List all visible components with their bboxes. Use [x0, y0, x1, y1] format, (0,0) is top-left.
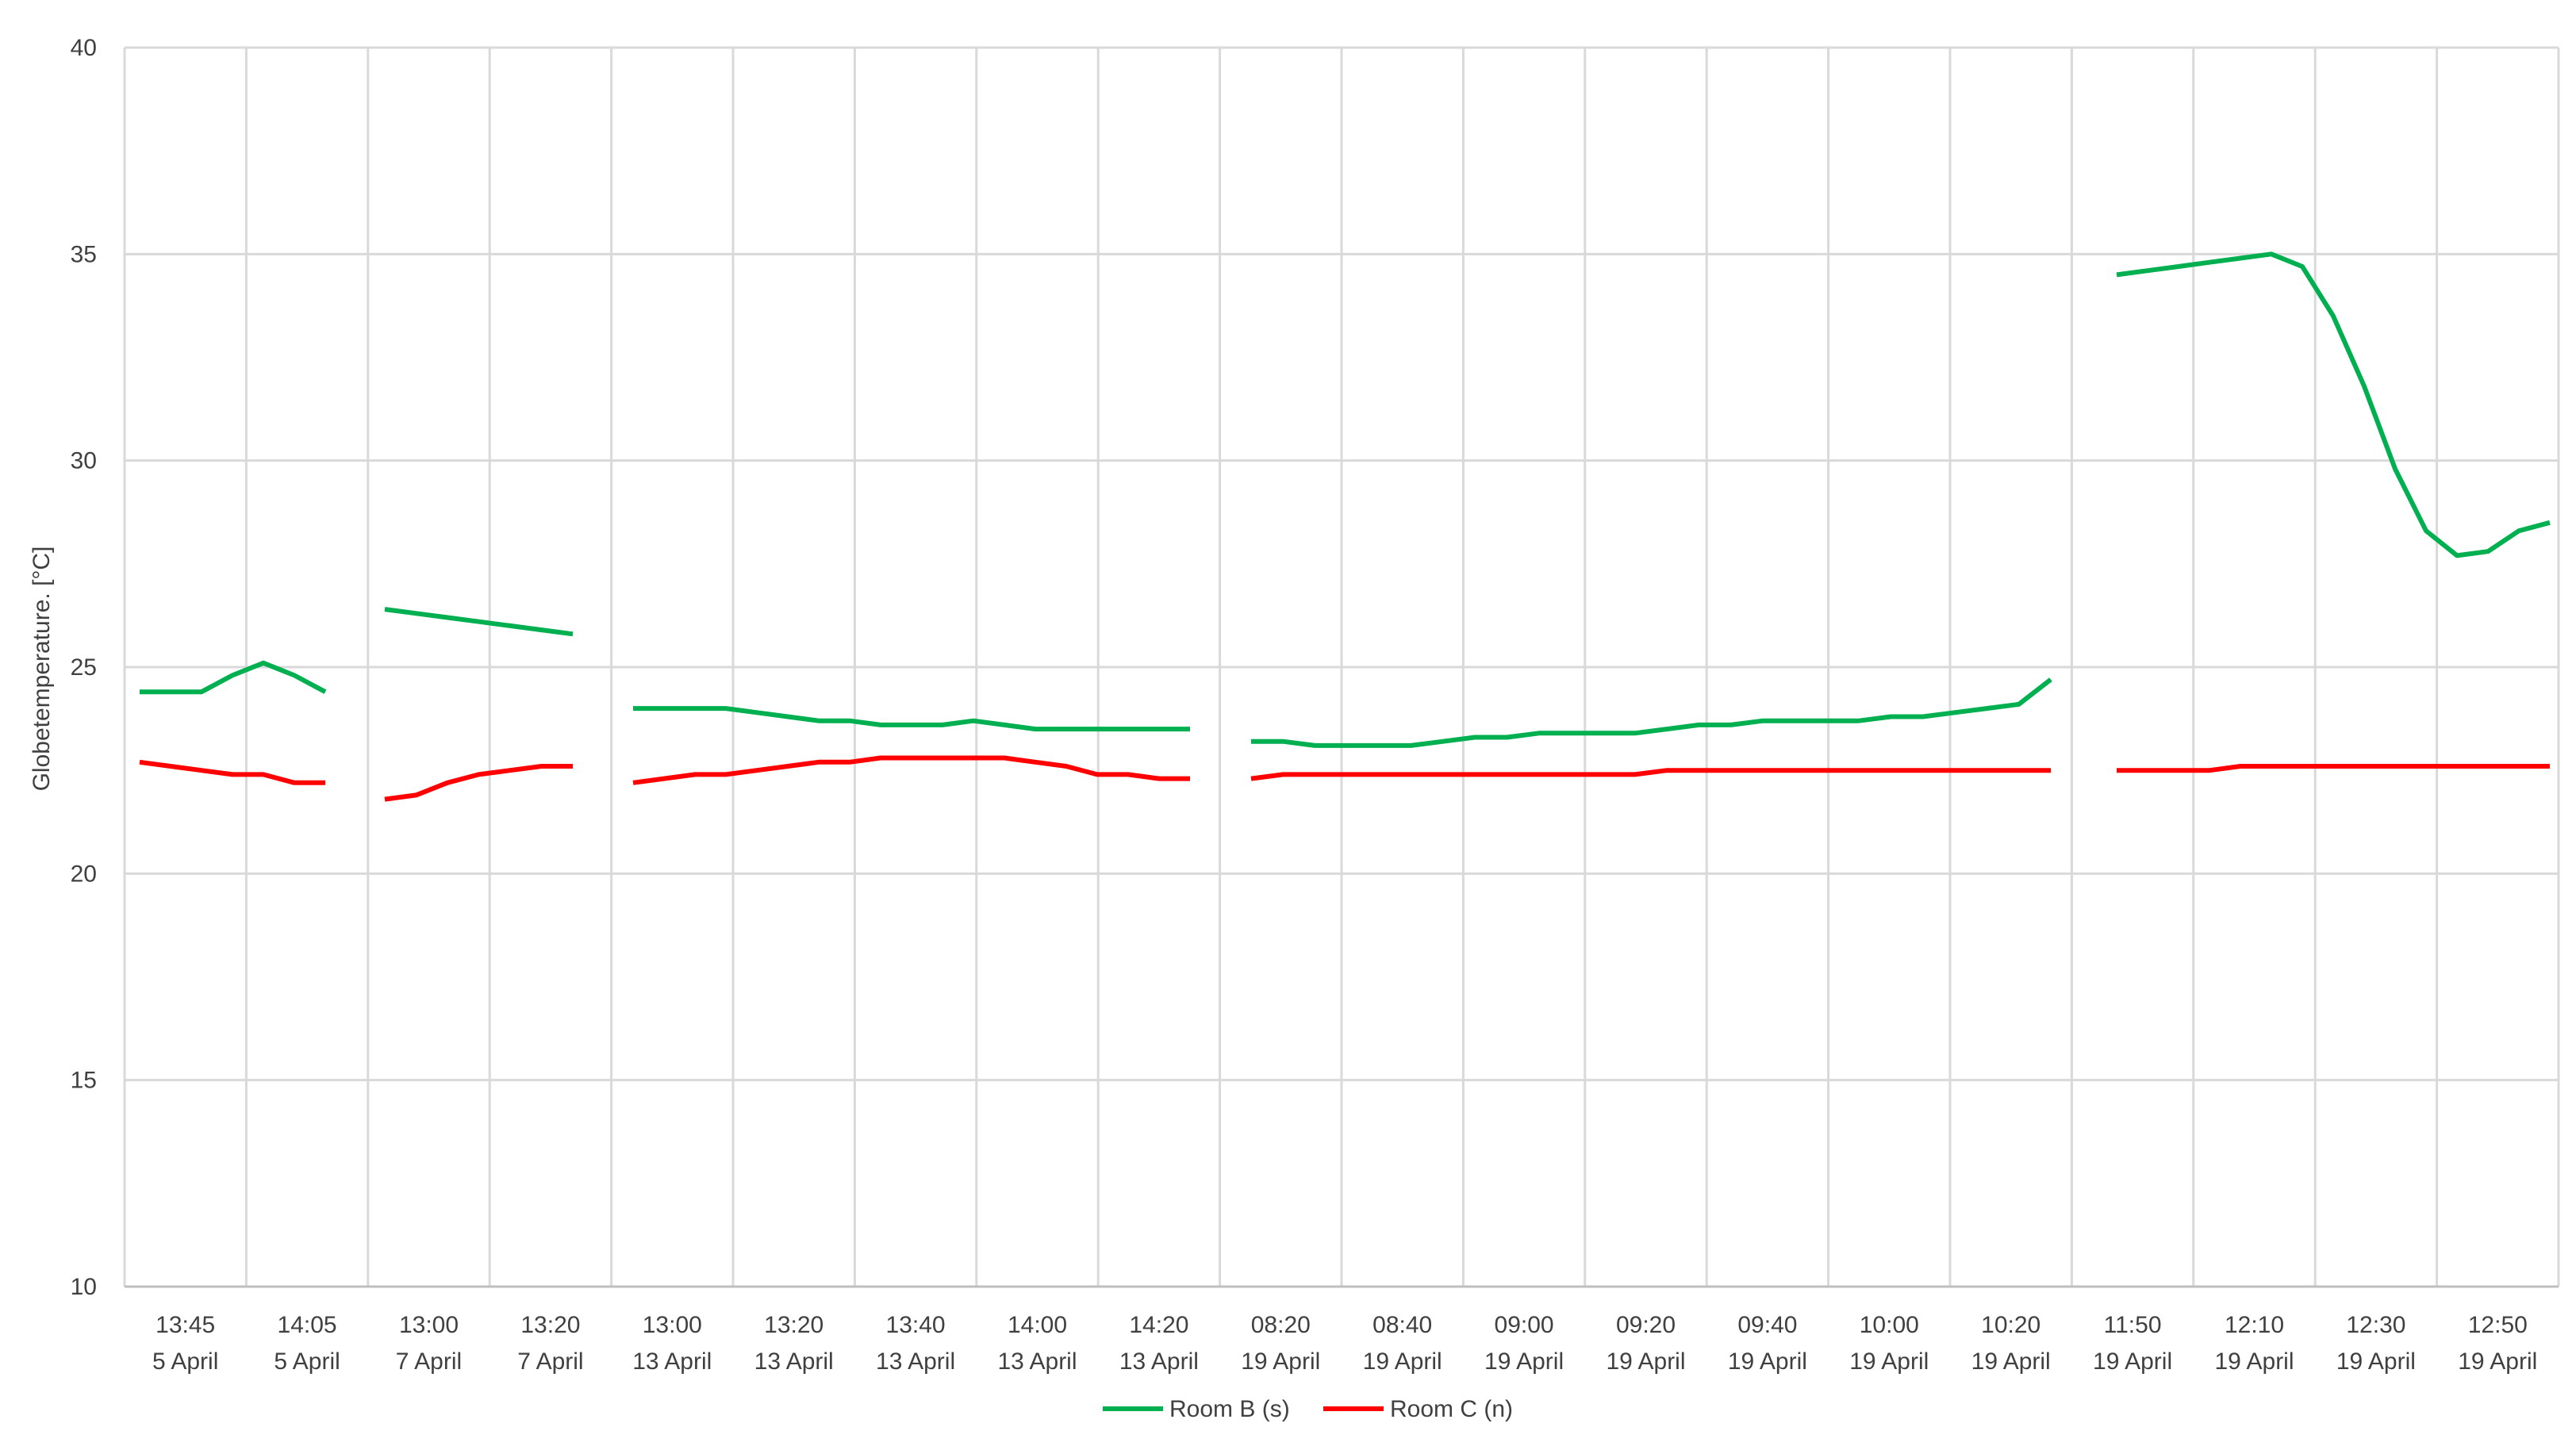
x-tick-label-date: 19 April — [2214, 1348, 2294, 1375]
x-tick-label-date: 19 April — [1363, 1348, 1442, 1375]
x-tick-label-date: 19 April — [2336, 1348, 2416, 1375]
x-tick-label-date: 7 April — [396, 1348, 462, 1375]
x-tick-label-time: 09:00 — [1495, 1312, 1554, 1338]
x-tick-label-time: 12:10 — [2225, 1312, 2284, 1338]
x-tick-label-time: 14:00 — [1008, 1312, 1067, 1338]
y-tick-label: 10 — [71, 1274, 97, 1300]
series-line-room-c — [1250, 768, 2051, 781]
x-tick-label-time: 13:00 — [643, 1312, 702, 1338]
x-tick-label-time: 09:20 — [1616, 1312, 1676, 1338]
legend-label: Room C (n) — [1390, 1396, 1513, 1422]
series-lines — [139, 251, 2551, 802]
x-tick-label-time: 12:30 — [2346, 1312, 2405, 1338]
x-tick-label-date: 13 April — [1119, 1348, 1199, 1375]
x-tick-label-time: 13:40 — [886, 1312, 946, 1338]
x-tick-label-date: 19 April — [1241, 1348, 1320, 1375]
x-tick-label-date: 13 April — [754, 1348, 834, 1375]
x-tick-label-date: 5 April — [152, 1348, 218, 1375]
series-line-room-c — [2117, 764, 2550, 773]
series-line-room-c — [139, 759, 325, 785]
x-tick-label-time: 10:20 — [1981, 1312, 2040, 1338]
x-tick-label-time: 13:20 — [520, 1312, 580, 1338]
series-line-room-b — [140, 660, 327, 695]
y-tick-label: 30 — [71, 448, 97, 474]
y-tick-label: 25 — [71, 654, 97, 681]
x-tick-label-time: 13:45 — [155, 1312, 215, 1338]
x-tick-label-date: 19 April — [1849, 1348, 1929, 1375]
series-line-room-b — [2116, 251, 2551, 558]
series-line-room-c — [384, 764, 573, 802]
x-tick-label-time: 12:50 — [2468, 1312, 2528, 1338]
x-tick-label-date: 5 April — [274, 1348, 340, 1375]
x-tick-label-time: 14:20 — [1129, 1312, 1188, 1338]
x-tick-label-time: 11:50 — [2104, 1312, 2162, 1338]
y-axis-title: Globetemperature. [°C] — [29, 547, 55, 792]
y-tick-label: 35 — [71, 241, 97, 267]
x-tick-label-time: 13:20 — [764, 1312, 823, 1338]
y-tick-label: 20 — [71, 861, 97, 887]
x-tick-label-date: 19 April — [2458, 1348, 2537, 1375]
series-line-room-b — [1251, 677, 2052, 748]
x-tick-label-date: 19 April — [2093, 1348, 2172, 1375]
x-tick-label-date: 19 April — [1971, 1348, 2051, 1375]
y-tick-label: 15 — [71, 1068, 97, 1094]
legend: Room B (s) Room C (n) — [1103, 1396, 1513, 1422]
y-tick-label: 40 — [71, 35, 97, 61]
x-axis-ticks: 13:45 5 April 14:05 5 April 13:00 7 April 13:2… — [152, 1312, 2537, 1375]
x-tick-label-time: 14:05 — [278, 1312, 337, 1338]
legend-label: Room B (s) — [1169, 1396, 1290, 1422]
x-tick-label-date: 7 April — [517, 1348, 583, 1375]
x-tick-label-date: 13 April — [997, 1348, 1077, 1375]
series-line-room-c — [632, 755, 1190, 785]
x-tick-label-time: 08:20 — [1251, 1312, 1311, 1338]
series-line-room-b — [384, 607, 574, 637]
x-tick-label-time: 10:00 — [1860, 1312, 1919, 1338]
x-tick-label-date: 13 April — [876, 1348, 955, 1375]
x-tick-label-date: 19 April — [1728, 1348, 1807, 1375]
x-tick-label-date: 19 April — [1606, 1348, 1685, 1375]
x-tick-label-time: 08:40 — [1372, 1312, 1432, 1338]
x-tick-label-time: 09:40 — [1737, 1312, 1797, 1338]
gridlines — [123, 46, 2560, 1288]
x-tick-label-date: 19 April — [1484, 1348, 1564, 1375]
y-axis-ticks: 10 15 20 25 30 35 40 — [71, 35, 97, 1300]
series-line-room-b — [633, 706, 1190, 732]
x-tick-label-time: 13:00 — [399, 1312, 459, 1338]
x-tick-label-date: 13 April — [632, 1348, 712, 1375]
